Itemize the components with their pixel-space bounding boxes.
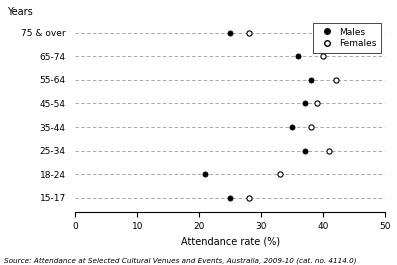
- Point: [332, 78, 339, 82]
- Text: Source: Attendance at Selected Cultural Venues and Events, Australia, 2009-10 (c: Source: Attendance at Selected Cultural …: [4, 257, 357, 264]
- Point: [246, 196, 252, 200]
- Legend: Males, Females: Males, Females: [313, 23, 381, 53]
- Point: [246, 30, 252, 35]
- Point: [308, 78, 314, 82]
- Point: [289, 125, 295, 129]
- Point: [227, 30, 233, 35]
- Point: [301, 149, 308, 153]
- Point: [301, 101, 308, 105]
- Point: [295, 54, 302, 58]
- Point: [320, 54, 326, 58]
- Point: [277, 172, 283, 176]
- Point: [326, 149, 333, 153]
- Point: [202, 172, 209, 176]
- X-axis label: Attendance rate (%): Attendance rate (%): [181, 236, 280, 246]
- Point: [308, 125, 314, 129]
- Point: [227, 196, 233, 200]
- Point: [314, 101, 320, 105]
- Text: Years: Years: [7, 7, 33, 17]
